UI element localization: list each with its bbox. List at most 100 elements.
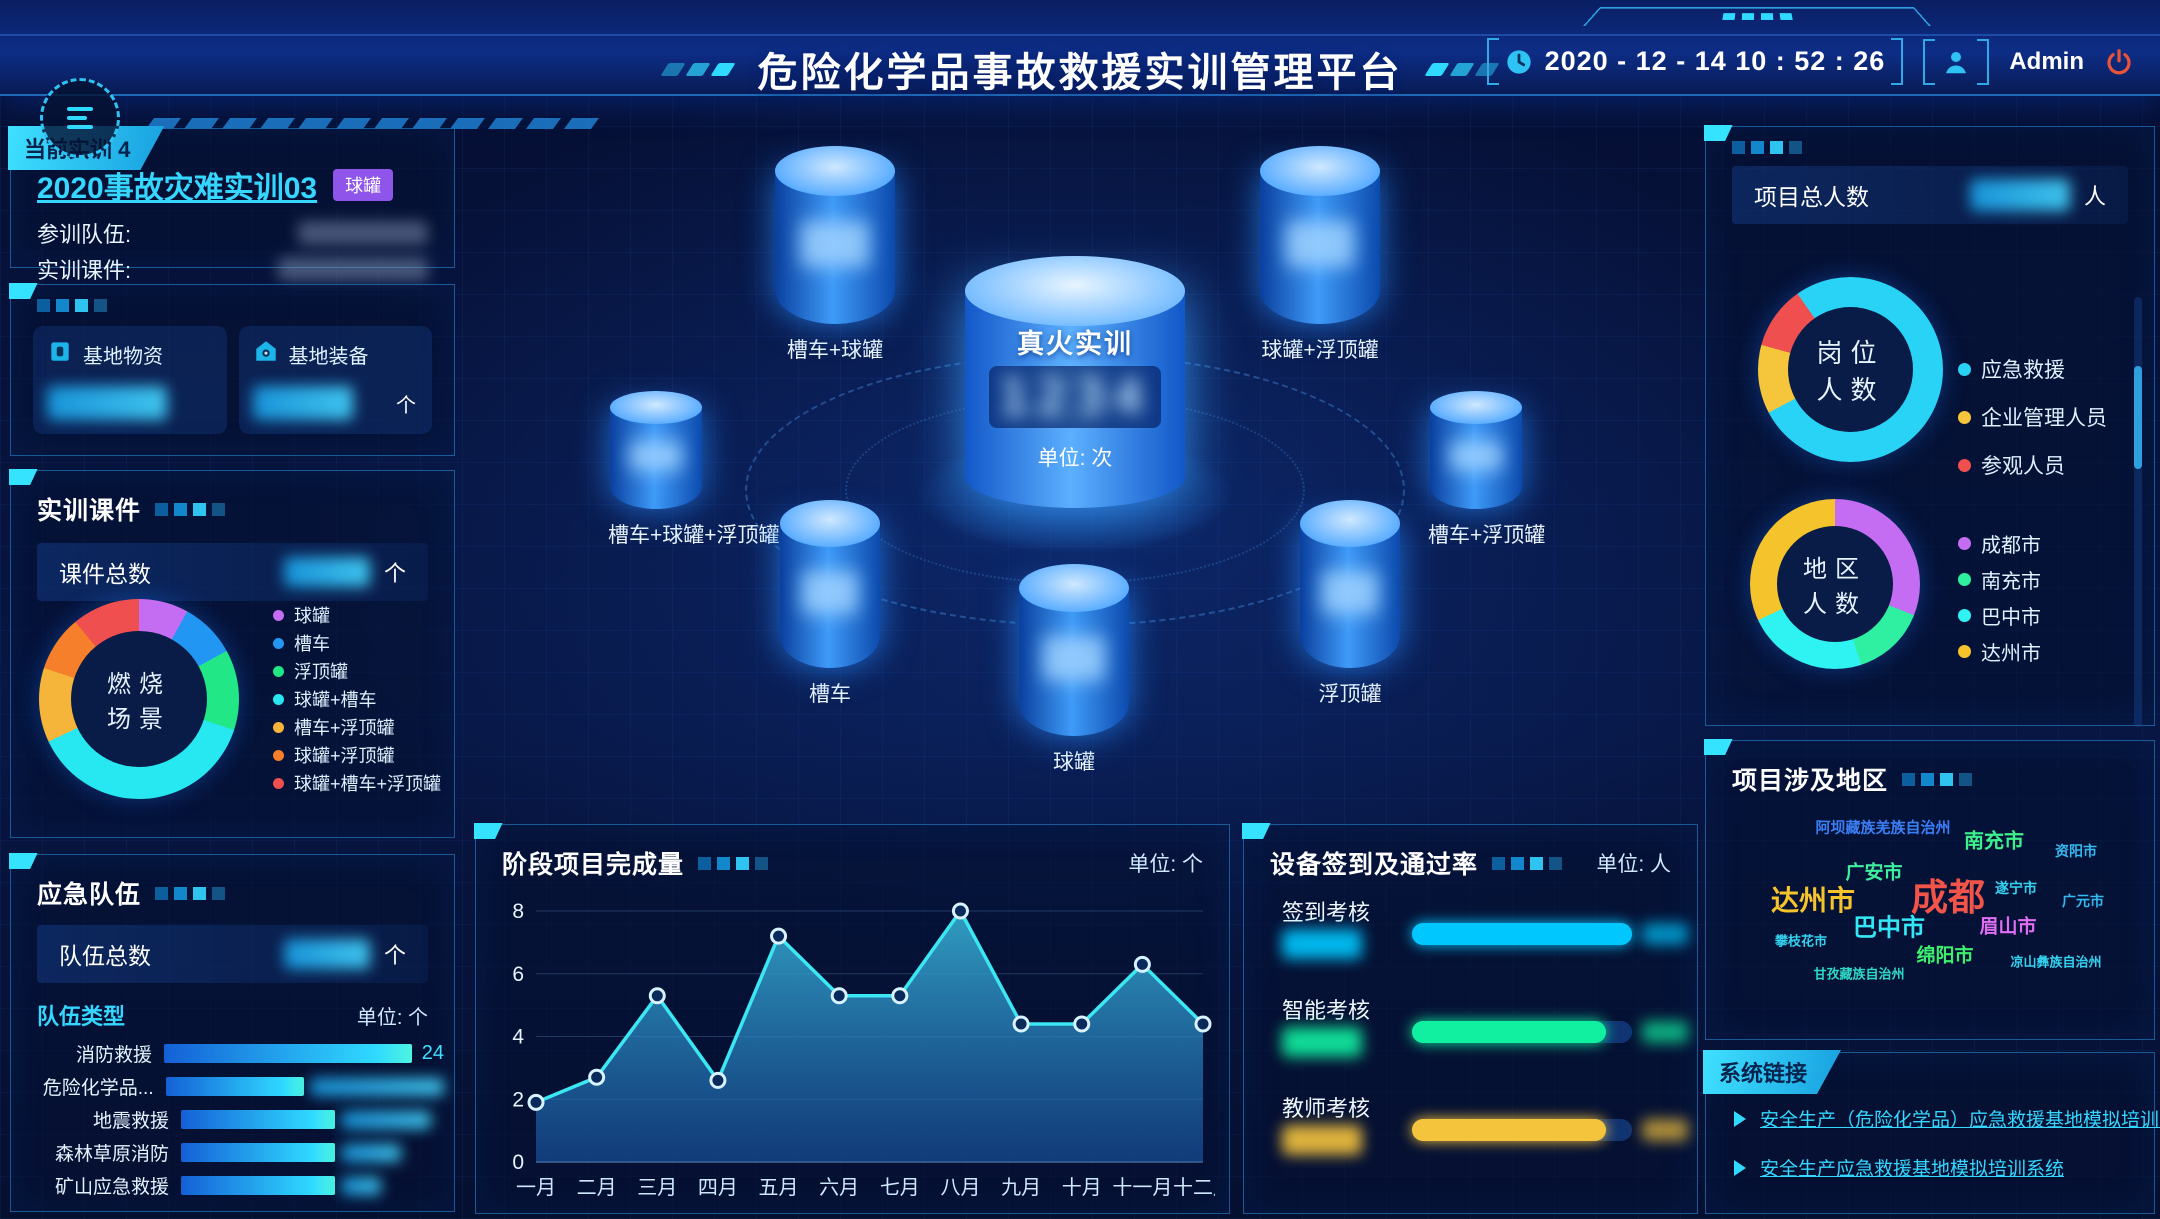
svg-text:十一月: 十一月: [1112, 1176, 1172, 1199]
node-label: 球罐+浮顶罐: [1261, 339, 1379, 362]
datetime-text: 2020 - 12 - 14 10 : 52 : 26: [1544, 46, 1886, 76]
device-progress-row: 教师考核: [1244, 1091, 1697, 1175]
legend-item: 球罐: [273, 601, 441, 629]
region-word: 资阳市: [2055, 843, 2097, 859]
legend-dot-icon: [273, 721, 284, 733]
team-bar-label: 危险化学品...: [42, 1078, 154, 1099]
team-bar: [165, 1077, 304, 1096]
svg-text:6: 6: [512, 963, 524, 986]
team-bar-value-blurred: [309, 1077, 444, 1096]
base-supplies-label: 基地物资: [83, 345, 163, 368]
base-supplies-card: 基地物资: [33, 326, 227, 434]
training-name-link[interactable]: 2020事故灾难实训03: [37, 172, 318, 205]
legend-item: 球罐+槽车: [273, 685, 441, 713]
region-word: 南充市: [1964, 830, 2024, 853]
course-field-label: 实训课件:: [37, 258, 132, 283]
device-unit-label: 单位: 人: [1596, 853, 1671, 876]
node-label: 槽车+浮顶罐: [1428, 524, 1546, 547]
system-link[interactable]: 安全生产应急救援基地模拟培训系统: [1760, 1159, 2065, 1180]
counter-value-blurred: 1234: [998, 368, 1152, 426]
region-word: 凉山彝族自治州: [2010, 954, 2102, 970]
device-progress-track: [1412, 1119, 1632, 1141]
regions-word-cloud: 阿坝藏族羌族自治州 南充市 资阳市 广安市 成都 遂宁市 广元市 达州市 巴中市 眉山市 攀枝花市绵…: [1716, 801, 2144, 1033]
legend-label: 参观人员: [1981, 455, 2065, 478]
svg-text:二月: 二月: [577, 1177, 617, 1199]
device-rate-panel: 设备签到及通过率 单位: 人 签到考核 智能考核 教师考核: [1242, 823, 1698, 1214]
clock-icon: [1505, 48, 1533, 76]
legend-item: 南充市: [1958, 561, 2041, 597]
legend-label: 槽车: [294, 634, 330, 654]
region-personnel-donut-chart: 地区 人数: [1750, 499, 1920, 669]
legend-item: 浮顶罐: [273, 657, 441, 685]
teams-panel: 应急队伍 队伍总数 个 队伍类型 单位: 个 消防救援 24 危险化学品... 地震救…: [9, 853, 455, 1212]
legend-item: 企业管理人员: [1958, 393, 2107, 441]
legend-dot-icon: [273, 637, 284, 649]
team-field-label: 参训队伍:: [37, 222, 132, 247]
svg-text:八月: 八月: [940, 1177, 980, 1199]
counter-unit: 单位: 次: [1037, 447, 1113, 470]
courseware-panel: 实训课件 课件总数 个 燃烧 场景 球罐 槽车 浮顶罐 球罐+槽车 槽车+浮顶罐 球罐+浮顶…: [9, 469, 455, 838]
stage-chart-title: 阶段项目完成量: [502, 851, 685, 879]
legend-item: 槽车+浮顶罐: [273, 713, 441, 741]
courseware-title: 实训课件: [37, 497, 142, 525]
stage-chart-unit: 单位: 个: [1128, 853, 1203, 876]
device-progress-list: 签到考核智能考核教师考核: [1244, 885, 1697, 1213]
teams-total-unit: 个: [383, 943, 406, 968]
node-sphere-floating[interactable]: 球罐+浮顶罐: [1260, 146, 1380, 364]
svg-text:十月: 十月: [1062, 1176, 1102, 1199]
regions-panel: 项目涉及地区 阿坝藏族羌族自治州 南充市 资阳市 广安市 成都 遂宁市 广元市 达州市 巴中市 眉…: [1704, 739, 2155, 1040]
region-word: 巴中市: [1853, 914, 1925, 942]
course-field-value-blurred: [278, 257, 428, 281]
device-row-value-blurred: [1282, 929, 1362, 959]
node-floating-roof[interactable]: 浮顶罐: [1298, 500, 1402, 708]
node-tank-sphere-floating[interactable]: 槽车+球罐+浮顶罐: [608, 391, 780, 549]
region-word: 眉山市: [1979, 916, 2037, 938]
team-type-chart-title: 队伍类型: [37, 1004, 126, 1029]
svg-text:0: 0: [512, 1151, 524, 1174]
team-bar-value-blurred: [341, 1143, 401, 1162]
system-link[interactable]: 安全生产（危险化学品）应急救援基地模拟培训系统: [1760, 1110, 2160, 1131]
panel-scrollbar[interactable]: [2134, 297, 2142, 727]
header-notch-decor: [1583, 6, 1931, 27]
power-icon[interactable]: [2104, 47, 2134, 77]
node-sphere[interactable]: 球罐: [1018, 564, 1130, 776]
node-tank[interactable]: 槽车: [778, 500, 882, 708]
legend-label: 企业管理人员: [1981, 407, 2107, 430]
base-stats-panel: 基地物资 基地装备 个: [9, 283, 455, 456]
legend-dot-icon: [1958, 644, 1971, 658]
team-bar: [181, 1143, 335, 1162]
decor-squares: [698, 856, 769, 870]
device-progress-fill: [1412, 923, 1632, 945]
node-tank-sphere[interactable]: 槽车+球罐: [775, 146, 895, 364]
device-progress-fill: [1412, 1021, 1606, 1043]
decor-squares: [1492, 856, 1563, 870]
post-personnel-legend: 应急救援 企业管理人员 参观人员: [1958, 345, 2107, 489]
legend-label: 南充市: [1981, 570, 2041, 593]
svg-text:五月: 五月: [759, 1177, 799, 1199]
legend-label: 球罐+浮顶罐: [294, 746, 395, 766]
username-label[interactable]: Admin: [2009, 47, 2084, 75]
datetime-frame: 2020 - 12 - 14 10 : 52 : 26: [1486, 38, 1904, 85]
region-personnel-legend: 成都市 南充市 巴中市 达州市: [1958, 525, 2041, 669]
page-title: 危险化学品事故救援实训管理平台: [757, 51, 1403, 95]
legend-item: 巴中市: [1958, 597, 2041, 633]
base-equipment-card: 基地装备 个: [238, 326, 432, 434]
device-progress-track: [1412, 1021, 1632, 1043]
region-word: 广元市: [2062, 893, 2104, 909]
team-type-bar-chart: 消防救援 24 危险化学品... 地震救援 森林草原消防 矿山应急救援: [21, 1041, 444, 1198]
node-label: 球罐: [1053, 751, 1095, 774]
node-tank-floating[interactable]: 槽车+浮顶罐: [1428, 391, 1546, 549]
device-progress-row: 智能考核: [1244, 993, 1697, 1077]
hamburger-icon: [67, 102, 93, 134]
user-frame[interactable]: [1923, 38, 1990, 85]
legend-label: 达州市: [1981, 642, 2041, 665]
region-word: 达州市: [1770, 885, 1856, 916]
teams-title: 应急队伍: [37, 881, 142, 909]
device-progress-row: 签到考核: [1244, 895, 1697, 979]
menu-button[interactable]: [40, 78, 120, 158]
svg-text:九月: 九月: [1001, 1176, 1041, 1199]
team-bar-row: 矿山应急救援: [21, 1173, 444, 1198]
user-icon: [1941, 47, 1971, 77]
team-bar-label: 森林草原消防: [54, 1144, 169, 1165]
scrollbar-thumb[interactable]: [2134, 365, 2142, 469]
